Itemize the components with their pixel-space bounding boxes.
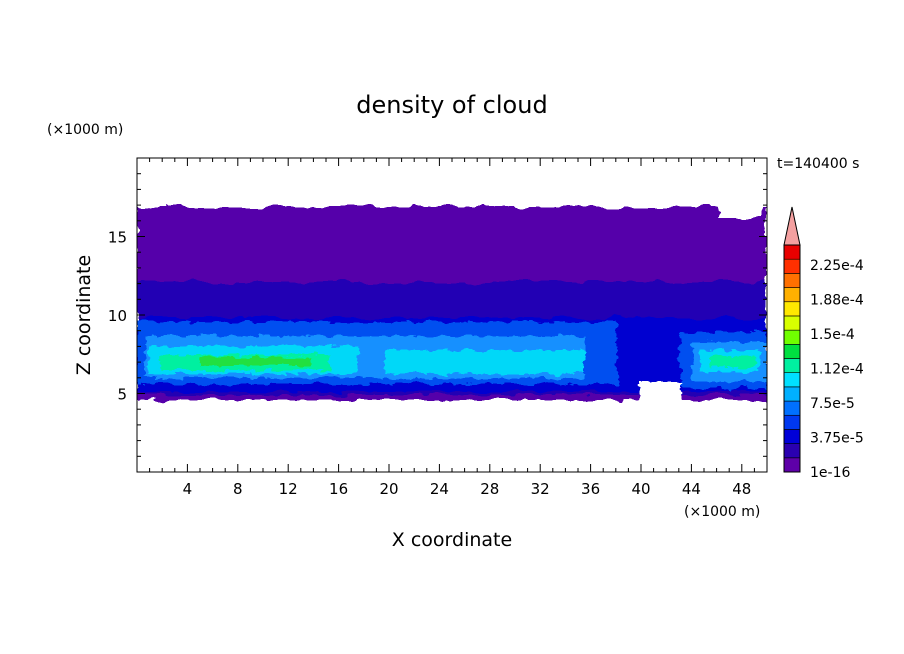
x-tick-label: 24 [430,480,449,498]
colorbar-cell [783,258,801,274]
y-unit-label: (×1000 m) [47,122,123,138]
x-tick-label: 4 [183,480,193,498]
x-axis-ticks: 4 8 12 16 20 24 28 32 36 40 44 48 [149,158,755,498]
cloud-gap-lower-right [640,382,682,404]
colorbar-cell [783,429,801,444]
colorbar-label: 3.75e-5 [810,431,864,447]
colorbar-label: 1.12e-4 [810,362,864,378]
colorbar-cell [783,372,801,388]
y-tick-label: 15 [108,229,127,247]
x-tick-label: 12 [279,480,298,498]
colorbar-cell [783,287,801,303]
colorbar-cell [783,329,801,345]
colorbar-label: 1.5e-4 [810,327,855,343]
y-tick-label: 5 [117,386,127,404]
x-tick-label: 16 [329,480,348,498]
cloud-gap-top-right [718,196,763,218]
x-unit-label: (×1000 m) [684,504,760,520]
time-label: t=140400 s [777,156,859,172]
colorbar-cell [783,301,801,317]
colorbar-cell [783,443,801,459]
x-tick-label: 36 [581,480,600,498]
x-tick-label: 40 [631,480,650,498]
cloud-core-teal-right [710,356,755,368]
colorbar-label: 1.88e-4 [810,293,864,309]
cloud-core-cyan-mid [385,350,585,374]
x-tick-label: 28 [480,480,499,498]
x-tick-label: 20 [379,480,398,498]
colorbar-label: 2.25e-4 [810,258,864,274]
y-axis-ticks: 5 10 15 [108,173,767,457]
colorbar-cell [783,457,801,473]
y-tick-label: 10 [108,307,127,325]
x-tick-label: 48 [732,480,751,498]
colorbar-frame [783,244,801,473]
colorbar-cell [783,244,801,260]
cloud-field [137,196,767,404]
colorbar-cell [783,414,801,430]
colorbar-cell [783,344,801,359]
colorbar-cell [783,400,801,416]
colorbar: 2.25e-4 1.88e-4 1.5e-4 1.12e-4 7.5e-5 3.75e-5… [783,206,864,481]
colorbar-label: 7.5e-5 [810,396,855,412]
y-axis-label: Z coordinate [73,255,95,375]
x-tick-label: 32 [531,480,550,498]
x-axis-label: X coordinate [392,529,512,551]
colorbar-extend-arrow [783,206,801,246]
colorbar-cell [783,273,801,288]
x-tick-label: 44 [682,480,701,498]
cloud-core-green [200,357,310,366]
colorbar-cell [783,358,801,373]
chart-title: density of cloud [356,91,547,119]
x-tick-label: 8 [233,480,243,498]
colorbar-cell [783,386,801,402]
colorbar-label: 1e-16 [810,465,850,481]
colorbar-cell [783,315,801,331]
